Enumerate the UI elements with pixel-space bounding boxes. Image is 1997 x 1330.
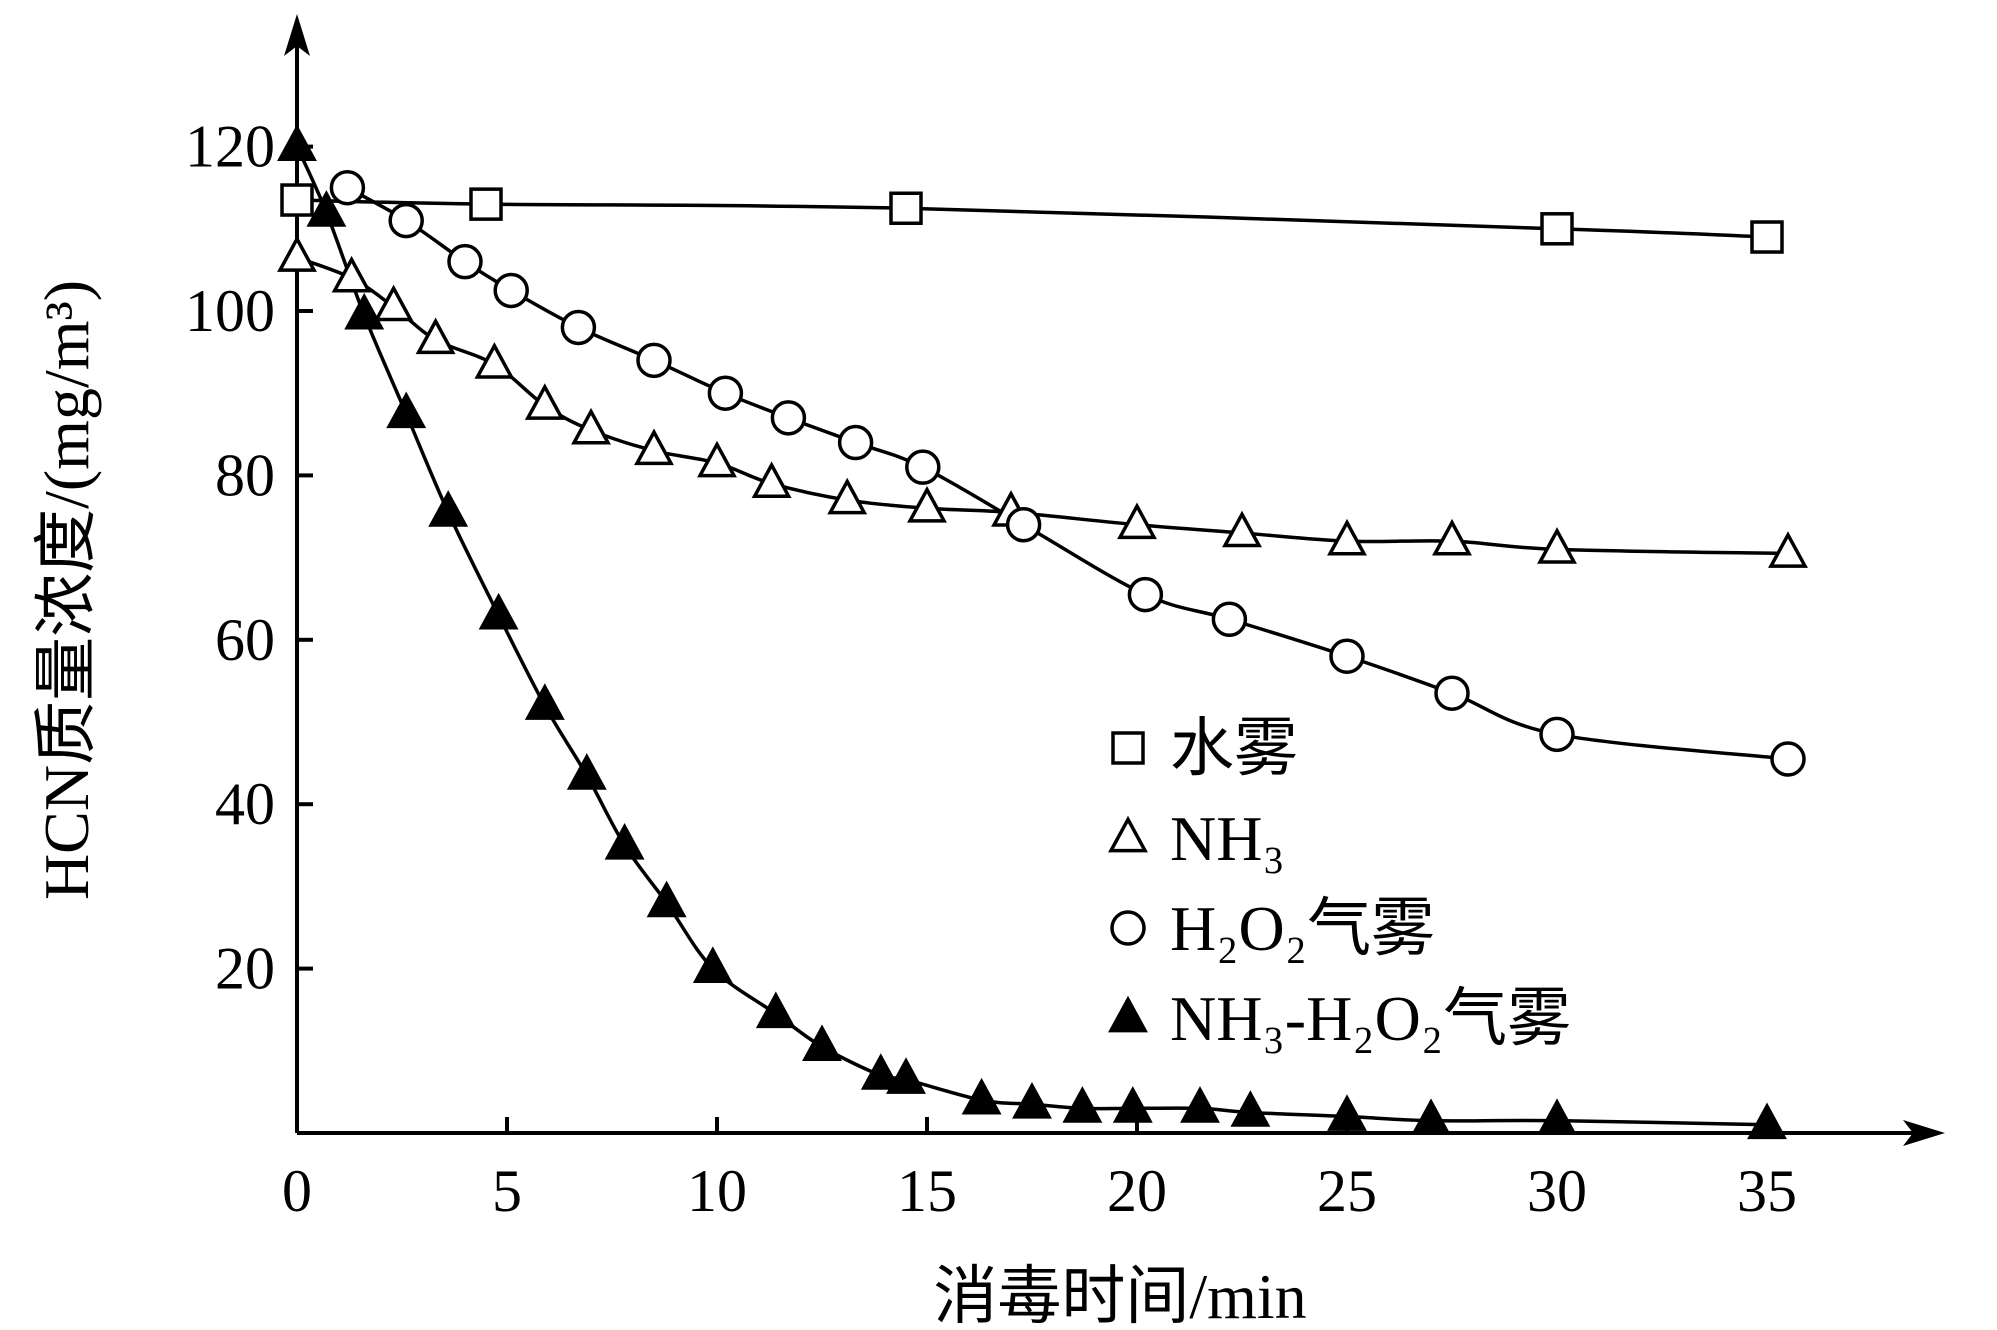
y-tick-label: 20 [215, 936, 275, 1002]
data-point-nh3 [1768, 531, 1808, 568]
data-point-h2o2-mist [837, 424, 874, 461]
data-point-nh3-h2o2-mist [961, 1077, 1002, 1115]
data-point-nh3-h2o2-mist [566, 753, 607, 790]
data-point-h2o2-mist [329, 169, 366, 206]
legend-marker-nh3-h2o2-mist [1108, 995, 1148, 1033]
data-point-h2o2-mist [1127, 576, 1164, 613]
data-point-nh3 [373, 284, 414, 322]
data-point-nh3 [1327, 518, 1367, 556]
data-point-h2o2-mist [1211, 601, 1248, 637]
data-point-water-mist [1750, 220, 1784, 254]
data-point-nh3 [474, 342, 515, 379]
data-point-nh3-h2o2-mist [1411, 1098, 1451, 1136]
axes: 0 5 10 15 20 25 30 35 20 40 60 80 100 120 消毒时间/min HCN质… [31, 14, 1945, 1330]
data-point-nh3 [524, 383, 565, 420]
data-point-h2o2-mist [388, 202, 424, 239]
data-point-h2o2-mist [493, 272, 529, 309]
legend-label-nh3-h2o2-mist: NH₃-H₂O₂气雾 [1170, 983, 1571, 1054]
data-point-nh3 [331, 255, 372, 293]
legend-marker-h2o2-mist [1110, 910, 1146, 946]
x-tick-label: 35 [1737, 1158, 1797, 1224]
y-axis-arrow [284, 14, 310, 56]
data-point-nh3-h2o2-mist [344, 292, 385, 330]
x-axis-arrow [1903, 1120, 1945, 1146]
data-point-nh3-h2o2-mist [524, 683, 565, 720]
x-tick-label: 15 [897, 1158, 957, 1224]
series-line-water-mist [296, 198, 1768, 239]
x-tick-label: 5 [492, 1158, 522, 1224]
data-point-nh3-h2o2-mist [1180, 1086, 1220, 1123]
data-point-water-mist [889, 191, 923, 225]
x-tick-label: 25 [1317, 1158, 1377, 1224]
data-point-h2o2-mist [560, 309, 597, 346]
data-point-h2o2-mist [707, 375, 744, 411]
data-point-nh3-h2o2-mist [428, 490, 469, 527]
data-point-h2o2-mist [1539, 716, 1575, 753]
data-point-nh3 [697, 440, 737, 478]
data-point-h2o2-mist [447, 243, 483, 280]
data-point-nh3 [277, 235, 317, 272]
data-point-water-mist [469, 187, 503, 221]
data-point-h2o2-mist [1434, 675, 1470, 711]
y-tick-label: 60 [215, 607, 275, 673]
data-point-nh3-h2o2-mist [604, 823, 645, 860]
y-tick-label: 40 [215, 771, 275, 837]
series-line-nh3-h2o2-mist [295, 145, 1768, 1127]
data-point-h2o2-mist [1770, 741, 1806, 777]
x-tick-label: 20 [1107, 1158, 1167, 1224]
data-point-nh3-h2o2-mist [692, 946, 733, 983]
x-tick-label: 10 [687, 1158, 747, 1224]
data-point-nh3 [907, 486, 947, 523]
data-point-nh3-h2o2-mist [1537, 1098, 1577, 1136]
data-point-nh3-h2o2-mist [1062, 1086, 1103, 1123]
x-tick-label: 0 [282, 1158, 312, 1224]
data-point-nh3-h2o2-mist [1327, 1094, 1367, 1131]
data-point-nh3 [634, 428, 674, 466]
x-tick-label: 30 [1527, 1158, 1587, 1224]
y-tick-label: 120 [185, 114, 275, 180]
data-point-h2o2-mist [1329, 638, 1365, 674]
data-point-nh3 [1432, 518, 1472, 556]
legend-marker-water-mist [1111, 731, 1145, 765]
x-axis-title: 消毒时间/min [933, 1261, 1306, 1330]
data-point-nh3-h2o2-mist [860, 1053, 901, 1090]
data-point-nh3 [571, 407, 611, 445]
legend-label-water-mist: 水雾 [1170, 713, 1298, 784]
data-point-nh3 [751, 461, 792, 498]
data-point-nh3-h2o2-mist [755, 991, 796, 1029]
data-point-nh3 [415, 317, 456, 355]
legend-label-h2o2-mist: H₂O₂气雾 [1170, 893, 1435, 964]
data-point-nh3-h2o2-mist [1112, 1086, 1153, 1123]
y-axis-title: HCN质量浓度/(mg/m³) [31, 280, 102, 900]
data-point-nh3 [1117, 502, 1157, 540]
data-point-nh3-h2o2-mist [478, 592, 519, 630]
data-point-nh3-h2o2-mist [802, 1024, 842, 1062]
series-markers [277, 124, 1808, 1140]
data-point-water-mist [1540, 212, 1574, 246]
data-point-nh3-h2o2-mist [646, 880, 687, 918]
data-point-nh3 [1222, 510, 1262, 548]
legend-label-nh3: NH₃ [1170, 803, 1285, 874]
data-point-nh3 [1537, 527, 1577, 564]
data-point-nh3-h2o2-mist [306, 190, 347, 227]
data-point-nh3-h2o2-mist [386, 391, 427, 429]
data-point-h2o2-mist [636, 342, 672, 379]
data-point-nh3-h2o2-mist [1230, 1090, 1271, 1127]
data-point-h2o2-mist [905, 449, 941, 485]
data-point-h2o2-mist [1005, 506, 1042, 543]
legend-marker-nh3 [1108, 815, 1148, 853]
data-point-nh3 [827, 477, 868, 515]
data-point-h2o2-mist [770, 400, 807, 436]
data-point-nh3-h2o2-mist [277, 124, 317, 161]
y-tick-label: 80 [215, 442, 275, 508]
data-point-nh3-h2o2-mist [1747, 1102, 1787, 1140]
data-point-water-mist [280, 183, 314, 217]
series-line-h2o2-mist [346, 186, 1789, 761]
y-tick-label: 100 [185, 278, 275, 344]
data-point-nh3-h2o2-mist [1012, 1081, 1052, 1119]
data-point-nh3-h2o2-mist [886, 1057, 926, 1094]
legend: 水雾 NH₃ H₂O₂气雾 NH₃-H₂O₂气雾 [1108, 713, 1571, 1054]
